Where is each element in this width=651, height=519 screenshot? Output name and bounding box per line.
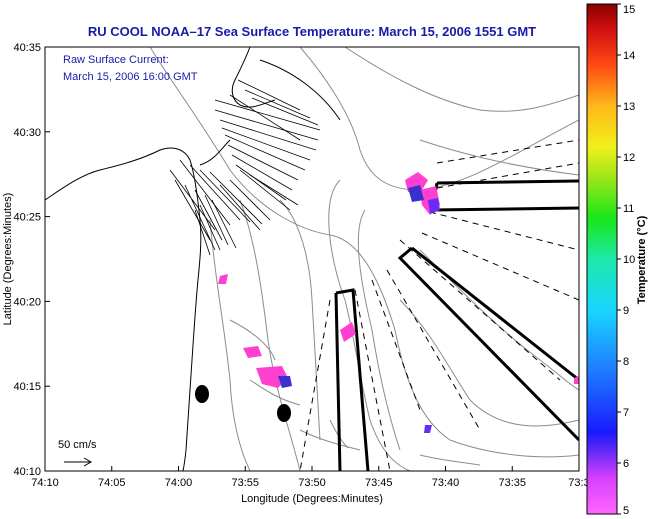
x-tick-label: 74:00 [165,477,193,489]
colorbar-tick-label: 11 [623,203,634,215]
colorbar-tick-label: 13 [623,101,635,113]
plot-area [45,47,579,471]
y-tick-label: 40:25 [13,212,41,224]
x-tick-label: 74:05 [98,477,126,489]
scale-label: 50 cm/s [58,439,97,451]
scale-arrow-head [83,457,93,467]
surface-current-timestamp: March 15, 2006 16:00 GMT [63,71,198,83]
x-tick-label: 73:3 [568,477,589,489]
y-tick-label: 40:30 [13,127,41,139]
colorbar-ticks: 15 14 13 12 11 10 9 8 7 6 5 [617,3,635,517]
colorbar-tick-label: 9 [623,305,629,317]
colorbar-tick-label: 14 [623,50,635,62]
bathymetry-contours [149,47,579,471]
colorbar-tick-label: 10 [623,254,635,266]
raw-surface-current-label: Raw Surface Current: [63,54,169,66]
x-tick-label: 73:35 [498,477,526,489]
colorbar: Temperature (°C) 15 14 13 12 11 10 9 8 7 6 5 [586,3,648,517]
x-tick-label: 73:45 [365,477,393,489]
x-axis-label: Longitude (Degrees:Minutes) [241,493,383,505]
y-tick-label: 40:35 [13,42,41,54]
x-tick-label: 73:50 [298,477,326,489]
map-title: RU COOL NOAA–17 Sea Surface Temperature:… [88,24,536,39]
station-markers [195,385,291,422]
x-axis-ticks: 74:10 74:05 74:00 73:55 73:50 73:45 73:40 73:35… [31,466,590,489]
colorbar-gradient [586,3,618,515]
colorbar-tick-label: 12 [623,152,635,164]
y-tick-label: 40:10 [13,466,41,478]
surface-current-vectors [169,79,321,256]
colorbar-tick-label: 8 [623,356,629,368]
x-tick-label: 73:55 [231,477,259,489]
colorbar-tick-label: 5 [623,505,629,517]
colorbar-tick-label: 6 [623,458,629,470]
x-tick-label: 74:10 [31,477,59,489]
sst-patches [218,172,579,433]
y-axis-label: Latitude (Degrees:Minutes) [2,193,14,326]
colorbar-tick-label: 7 [623,407,629,419]
y-tick-label: 40:20 [13,296,41,308]
y-tick-label: 40:15 [13,381,41,393]
y-axis-ticks: 40:35 40:30 40:25 40:20 40:15 40:10 [13,42,50,478]
colorbar-tick-label: 15 [623,4,635,16]
scale-legend: 50 cm/s [58,439,97,467]
x-tick-label: 73:40 [432,477,460,489]
colorbar-label: Temperature (°C) [636,215,648,304]
